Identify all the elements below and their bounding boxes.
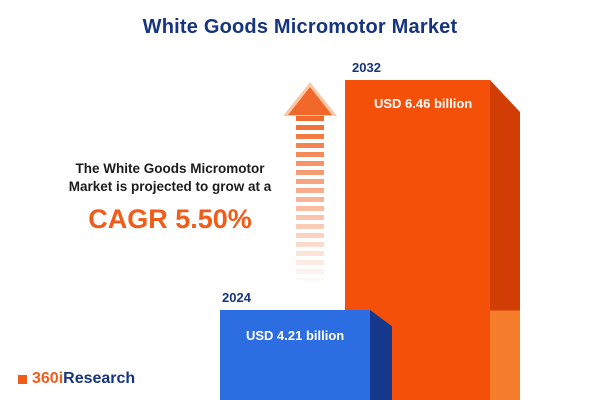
- logo-text: 360iResearch: [32, 370, 135, 388]
- logo: 360iResearch: [18, 370, 135, 388]
- description-line-2: Market is projected to grow at a: [68, 179, 272, 195]
- growth-arrow-icon: [288, 87, 332, 115]
- bar-2032-side-face: [490, 80, 520, 400]
- logo-text-suffix: Research: [63, 370, 136, 387]
- bar-2032-year-label: 2032: [352, 60, 381, 75]
- page-title: White Goods Micromotor Market: [142, 16, 458, 38]
- bar-2024-side-face: [370, 310, 392, 400]
- bar-2024: [220, 310, 370, 400]
- growth-arrow-shaft: [296, 116, 324, 281]
- logo-square-icon: [18, 374, 27, 384]
- bar-2024-year-label: 2024: [222, 290, 251, 305]
- cagr-value: CAGR 5.50%: [88, 204, 252, 235]
- description-line-1: The White Goods Micromotor: [75, 161, 265, 176]
- description-block: The White Goods Micromotor Market is pro…: [35, 160, 305, 235]
- logo-text-prefix: 360i: [32, 370, 64, 387]
- bar-2024-value-label: USD 4.21 billion: [246, 328, 345, 343]
- bar-2032-value-label: USD 6.46 billion: [374, 96, 473, 111]
